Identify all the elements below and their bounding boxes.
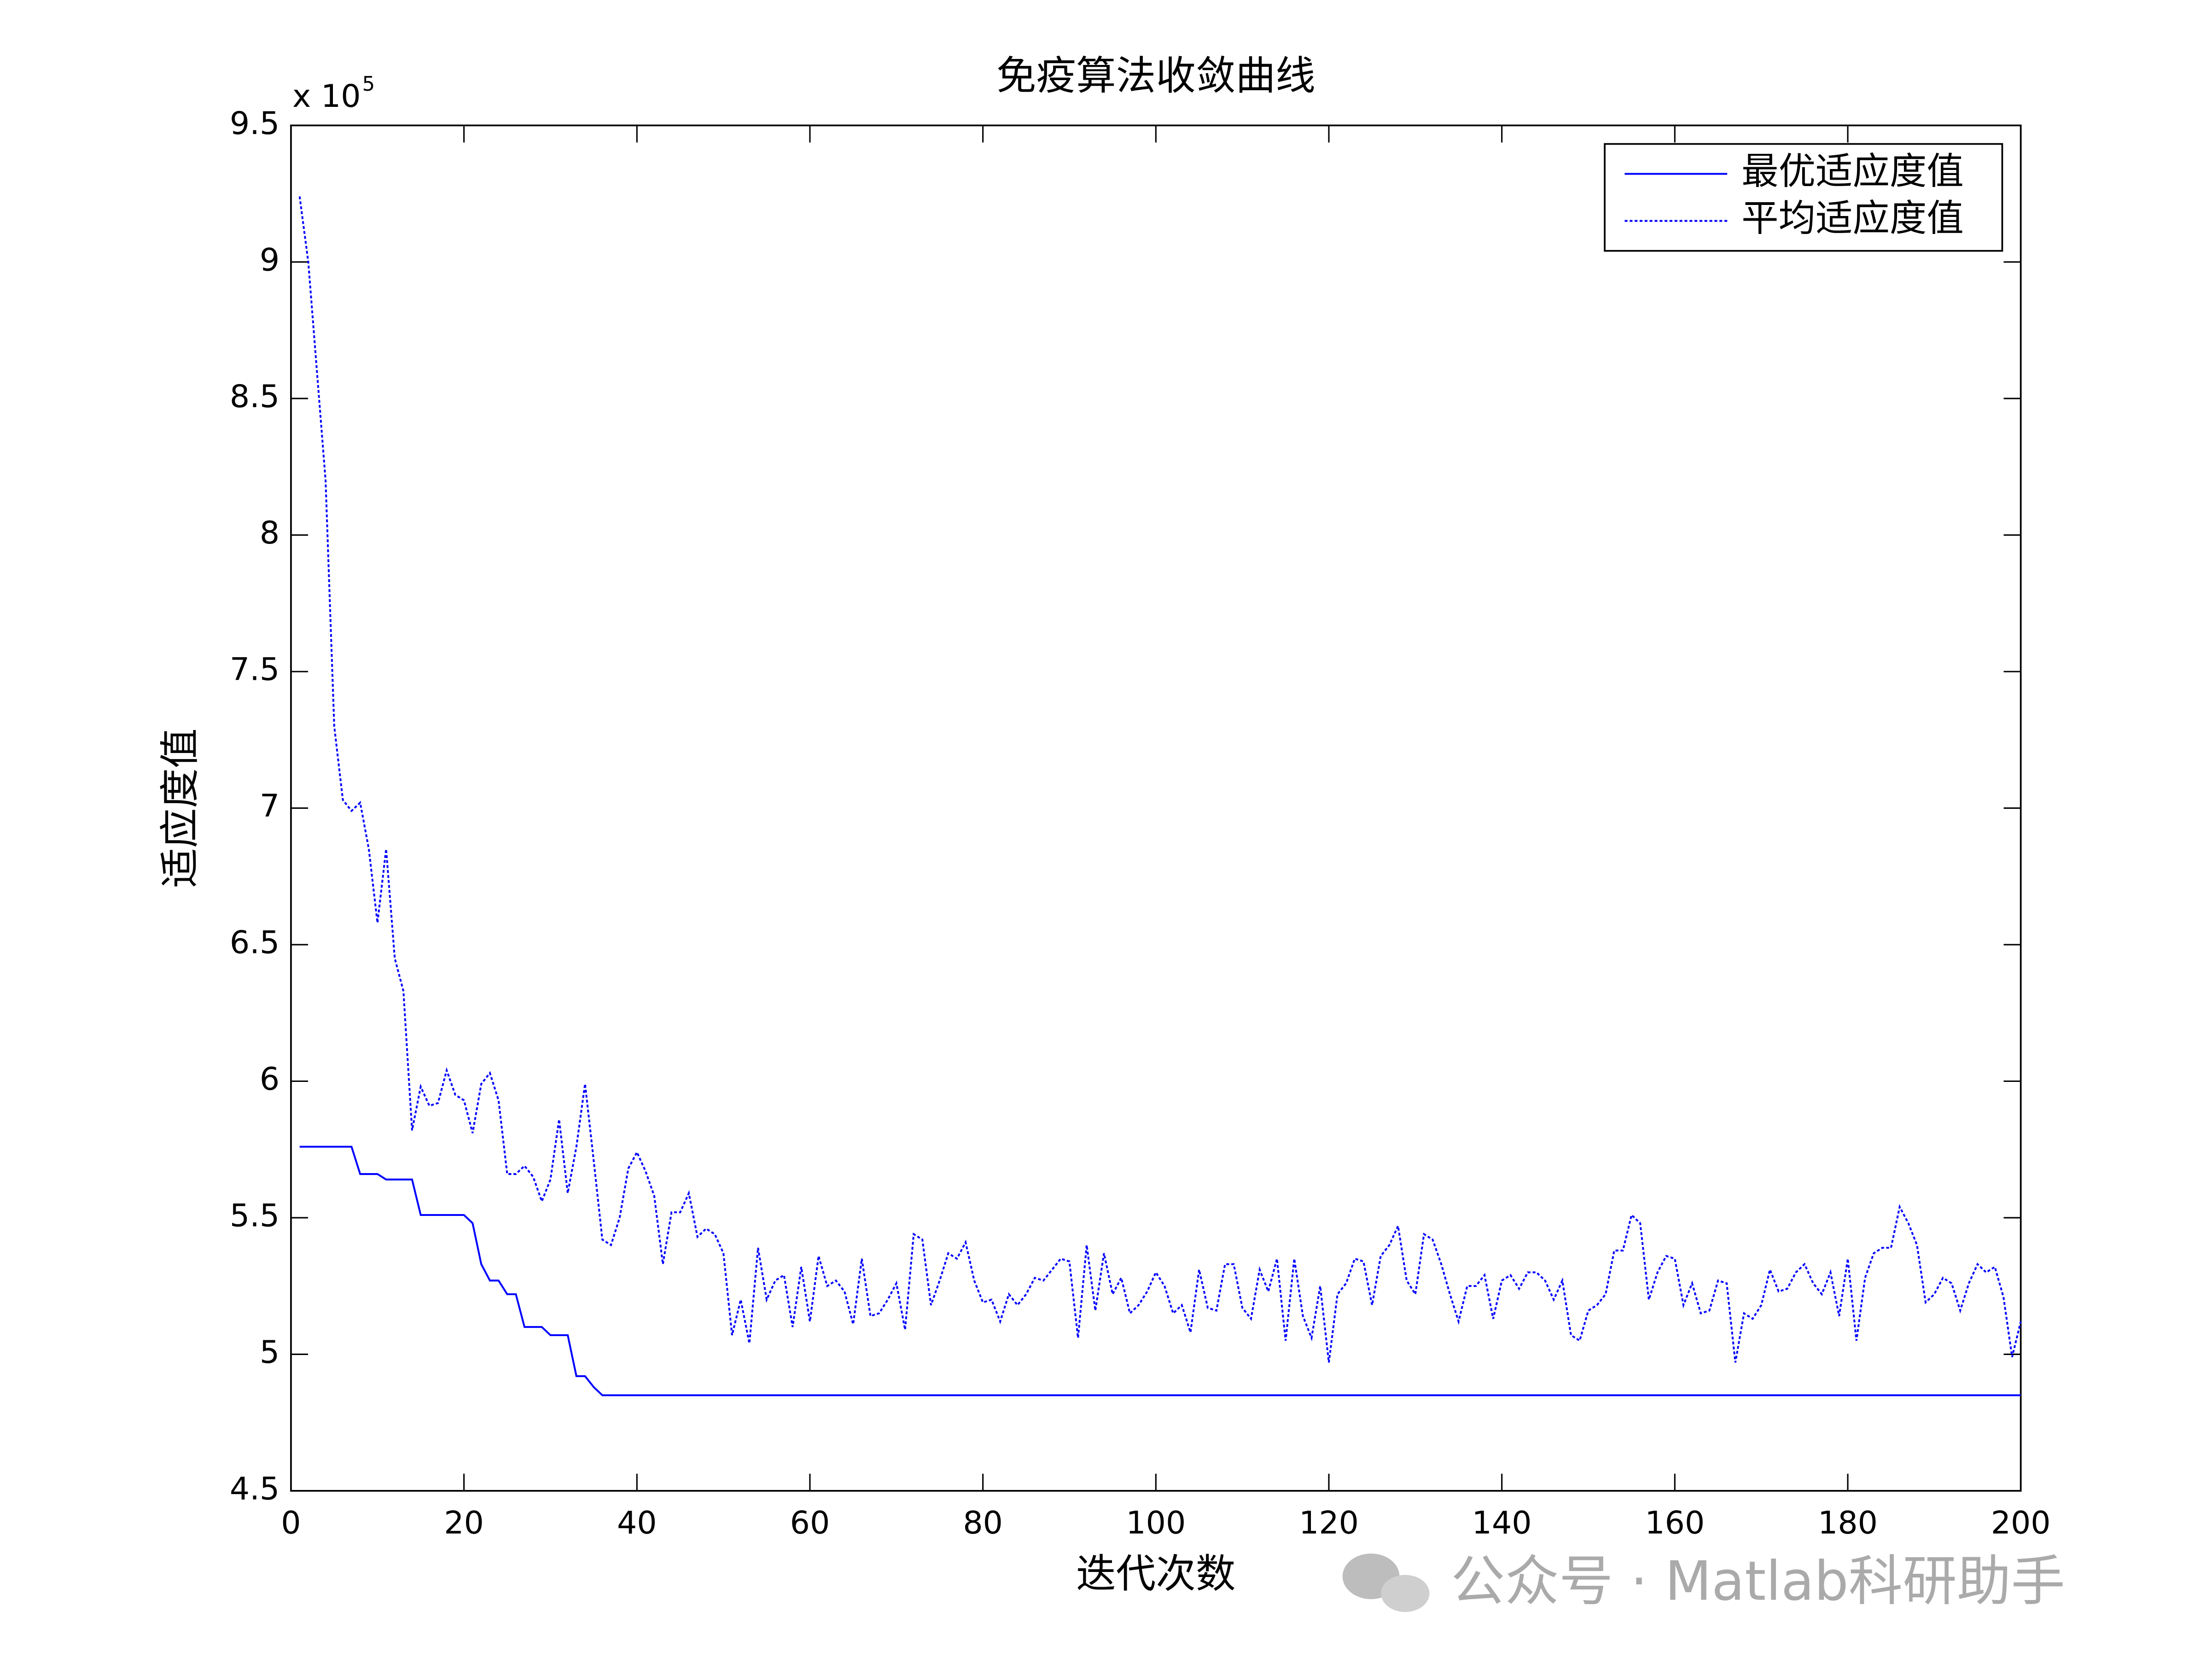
y-tick-label: 9.5	[230, 105, 279, 142]
y-tick-label: 8.5	[230, 379, 279, 415]
x-tick-label: 20	[444, 1505, 484, 1542]
y-multiplier-exponent: 5	[362, 73, 375, 96]
y-tick-label: 8	[260, 515, 279, 551]
y-tick-label: 9	[260, 242, 279, 278]
series-line	[298, 196, 2022, 1363]
legend-label: 最优适应度值	[1741, 149, 1964, 193]
y-tick-label: 5.5	[230, 1198, 279, 1234]
y-tick-label: 7.5	[230, 652, 279, 688]
legend-label: 平均适应度值	[1741, 197, 1964, 240]
x-tick-label: 40	[617, 1505, 657, 1542]
x-tick-label: 80	[963, 1505, 1003, 1542]
x-tick-label: 120	[1299, 1505, 1359, 1542]
x-axis-label: 迭代次数	[1076, 1551, 1236, 1597]
x-tick-label: 60	[790, 1505, 830, 1542]
y-tick-label: 6.5	[230, 925, 279, 961]
watermark: 公众号 · Matlab科研助手	[1451, 1549, 2065, 1612]
x-tick-label: 100	[1126, 1505, 1186, 1542]
y-tick-label: 5	[260, 1334, 279, 1371]
chart-title: 免疫算法收敛曲线	[996, 53, 1316, 99]
x-tick-label: 140	[1472, 1505, 1532, 1542]
x-tick-label: 200	[1991, 1505, 2051, 1542]
y-axis-label: 适应度值	[157, 728, 204, 888]
y-tick-label: 6	[260, 1061, 279, 1098]
plot-frame	[290, 124, 2022, 1492]
x-tick-label: 180	[1818, 1505, 1878, 1542]
y-multiplier: x 10	[292, 78, 361, 115]
legend-box	[1604, 143, 2003, 252]
series-line	[299, 1145, 2021, 1396]
y-tick-label: 7	[260, 788, 279, 824]
x-tick-label: 160	[1645, 1505, 1705, 1542]
x-tick-label: 0	[281, 1505, 301, 1542]
y-tick-label: 4.5	[230, 1471, 279, 1507]
watermark-icon	[1342, 1554, 1430, 1612]
